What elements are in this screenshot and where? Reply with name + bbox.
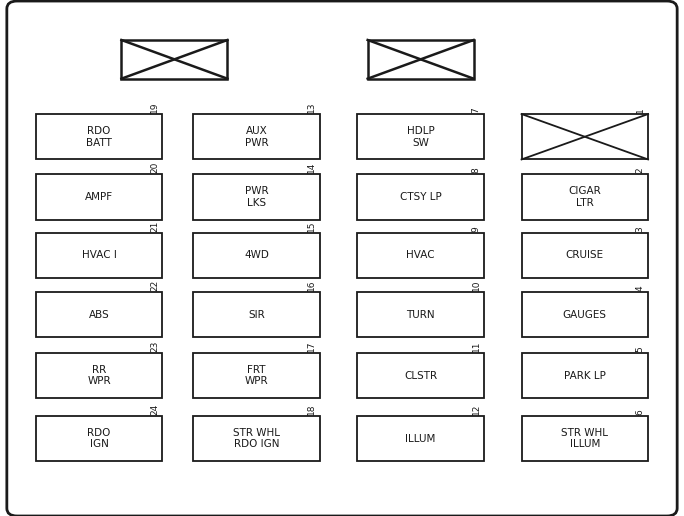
Text: HDLP
SW: HDLP SW	[407, 126, 434, 148]
Bar	[521, 416, 648, 461]
Bar	[193, 416, 319, 461]
Text: RDO
IGN: RDO IGN	[88, 428, 111, 449]
Text: 18: 18	[307, 404, 316, 415]
Text: AUX
PWR: AUX PWR	[245, 126, 268, 148]
Bar	[36, 416, 162, 461]
Bar	[357, 416, 484, 461]
Bar	[357, 353, 484, 398]
Bar	[521, 233, 648, 278]
Text: 14: 14	[307, 162, 316, 173]
Text: CRUISE: CRUISE	[566, 250, 604, 261]
Bar	[122, 40, 227, 78]
Text: 24: 24	[150, 404, 159, 415]
Text: HVAC: HVAC	[406, 250, 435, 261]
Bar	[357, 114, 484, 159]
Bar	[193, 353, 319, 398]
Text: 20: 20	[150, 162, 159, 173]
Text: 5: 5	[635, 346, 644, 352]
Text: CLSTR: CLSTR	[404, 370, 437, 381]
Text: PWR
LKS: PWR LKS	[245, 186, 268, 208]
Bar	[193, 114, 319, 159]
Text: 7: 7	[471, 107, 480, 113]
Bar	[36, 233, 162, 278]
Text: AMPF: AMPF	[85, 192, 114, 202]
Text: 1: 1	[635, 107, 644, 113]
Text: ABS: ABS	[89, 310, 109, 320]
Bar	[36, 292, 162, 337]
Text: SIR: SIR	[248, 310, 265, 320]
Text: RDO
BATT: RDO BATT	[86, 126, 112, 148]
Text: 15: 15	[307, 220, 316, 232]
Text: 3: 3	[635, 226, 644, 232]
Bar	[368, 40, 473, 78]
Bar	[193, 174, 319, 220]
Bar	[36, 353, 162, 398]
Text: 4WD: 4WD	[244, 250, 269, 261]
Bar	[36, 174, 162, 220]
Text: 9: 9	[471, 226, 480, 232]
Bar	[521, 353, 648, 398]
Text: 16: 16	[307, 280, 316, 291]
Text: 13: 13	[307, 102, 316, 113]
Text: FRT
WPR: FRT WPR	[245, 365, 268, 386]
Text: HVAC I: HVAC I	[82, 250, 116, 261]
Text: RR
WPR: RR WPR	[88, 365, 111, 386]
Text: GAUGES: GAUGES	[563, 310, 607, 320]
Text: PARK LP: PARK LP	[564, 370, 606, 381]
Text: TURN: TURN	[406, 310, 435, 320]
Text: CIGAR
LTR: CIGAR LTR	[568, 186, 601, 208]
Bar	[521, 292, 648, 337]
Text: 19: 19	[150, 102, 159, 113]
Bar	[521, 174, 648, 220]
Text: ILLUM: ILLUM	[406, 433, 436, 444]
Text: 12: 12	[471, 404, 480, 415]
Text: 21: 21	[150, 220, 159, 232]
Text: 23: 23	[150, 341, 159, 352]
Text: STR WHL
RDO IGN: STR WHL RDO IGN	[233, 428, 280, 449]
Text: CTSY LP: CTSY LP	[399, 192, 442, 202]
Bar	[357, 292, 484, 337]
Text: 2: 2	[635, 168, 644, 173]
Bar	[193, 292, 319, 337]
FancyBboxPatch shape	[7, 1, 677, 516]
Text: 22: 22	[150, 280, 159, 291]
Text: STR WHL
ILLUM: STR WHL ILLUM	[562, 428, 608, 449]
Bar	[357, 174, 484, 220]
Bar	[193, 233, 319, 278]
Text: 11: 11	[471, 341, 480, 352]
Text: 10: 10	[471, 280, 480, 291]
Bar	[357, 233, 484, 278]
Text: 8: 8	[471, 168, 480, 173]
Text: 6: 6	[635, 409, 644, 415]
Bar	[521, 114, 648, 159]
Bar	[36, 114, 162, 159]
Text: 4: 4	[635, 285, 644, 291]
Text: 17: 17	[307, 341, 316, 352]
